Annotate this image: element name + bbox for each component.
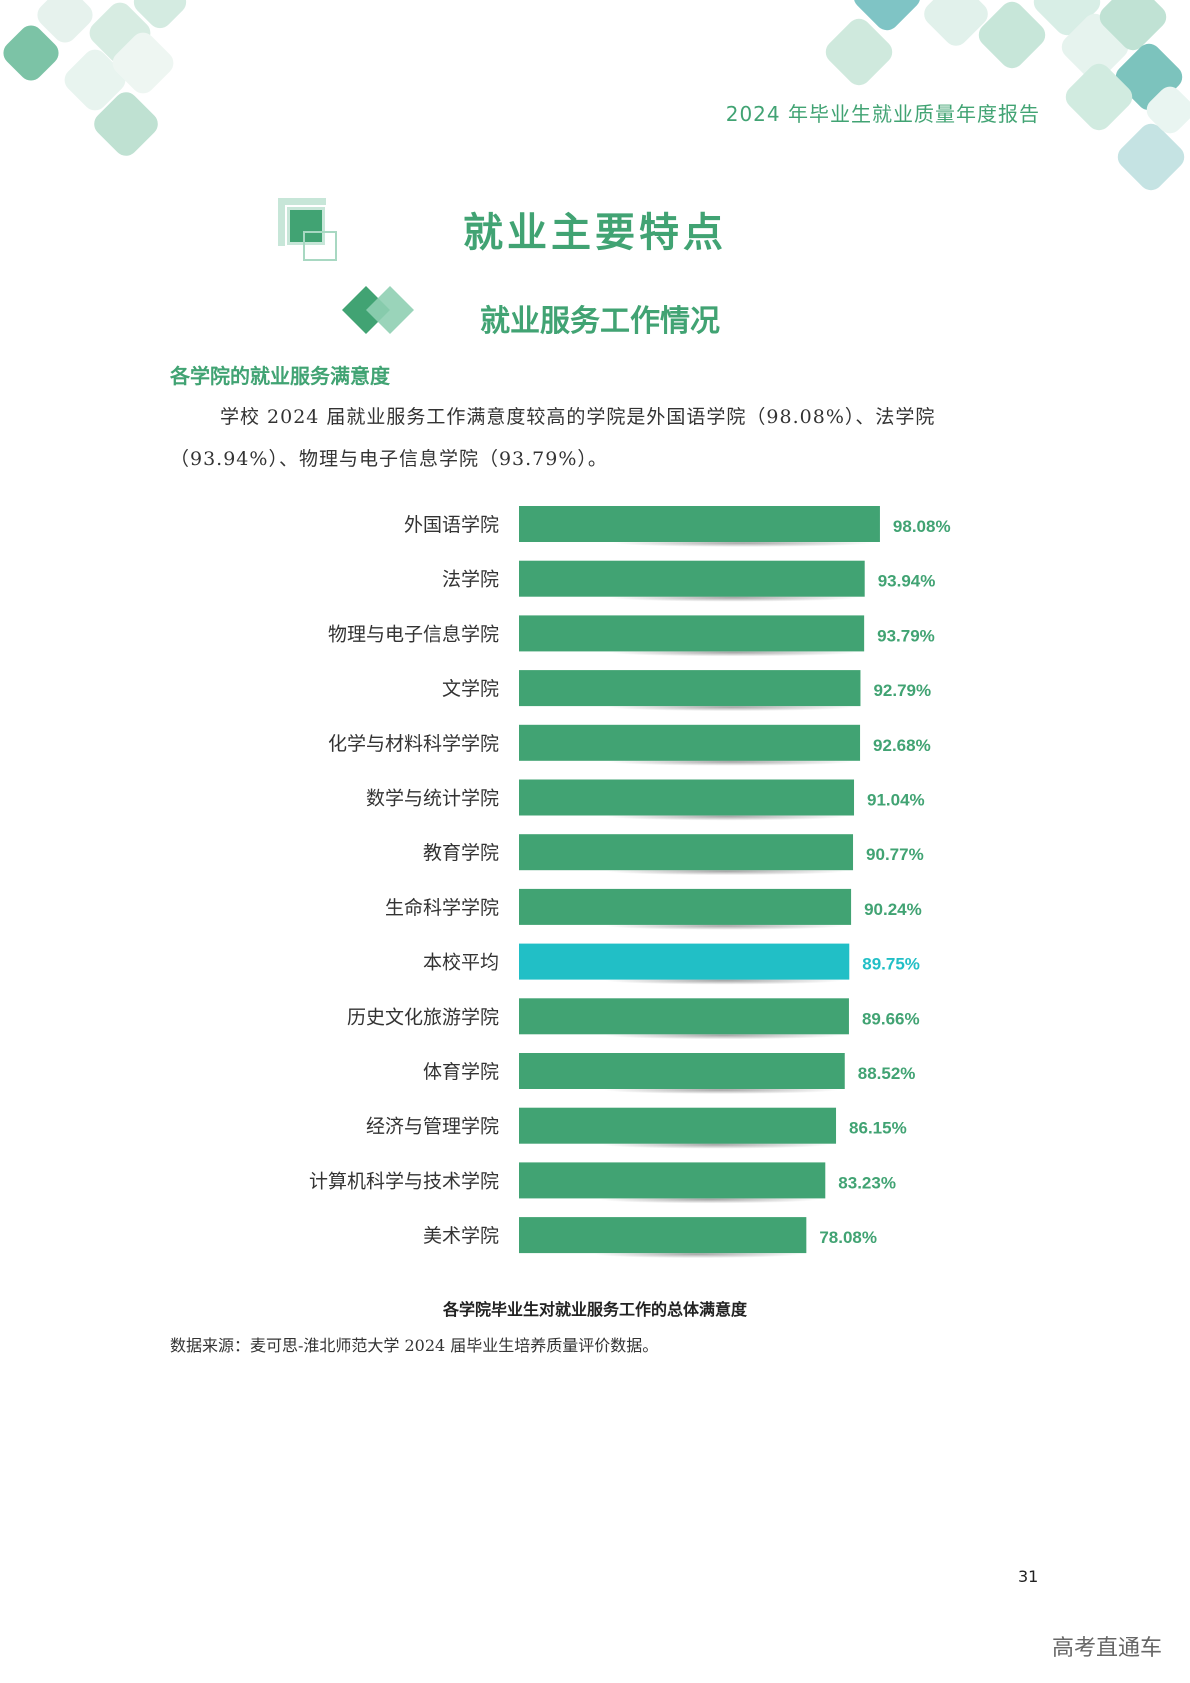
bar [519,670,861,707]
bar [519,1107,837,1144]
bar [519,615,865,652]
data-label: 90.77% [866,845,924,864]
category-label: 美术学院 [423,1225,499,1247]
data-label: 92.68% [873,736,931,755]
category-label: 生命科学学院 [385,897,499,919]
category-label: 计算机科学与技术学院 [309,1170,499,1192]
data-label: 91.04% [867,791,925,810]
summary-paragraph: 学校 2024 届就业服务工作满意度较高的学院是外国语学院（98.08%）、法学… [170,406,936,470]
data-label: 92.79% [873,681,931,700]
watermark-text: 高考直通车 [1051,1636,1162,1661]
data-source-note: 数据来源：麦可思-淮北师范大学 2024 届毕业生培养质量评价数据。 [170,1336,659,1355]
page-number: 31 [1018,1567,1039,1586]
category-label: 教育学院 [423,842,499,864]
category-label: 体育学院 [423,1061,499,1083]
category-label: 法学院 [442,569,499,591]
section-title-icon [278,198,337,261]
report-header-title: 2024 年毕业生就业质量年度报告 [725,102,1040,126]
category-label: 本校平均 [423,952,499,974]
data-label: 86.15% [849,1119,907,1138]
bar [519,779,855,816]
bar [519,834,854,871]
data-label: 89.66% [862,1009,920,1028]
bar [519,724,861,761]
bar [519,560,865,597]
diamond-icon [342,286,414,334]
bar [519,1217,807,1254]
data-label: 78.08% [819,1228,877,1247]
chart-caption: 各学院毕业生对就业服务工作的总体满意度 [442,1300,747,1319]
data-label: 93.79% [877,626,935,645]
data-label: 90.24% [864,900,922,919]
category-label: 经济与管理学院 [366,1116,499,1138]
section-title: 就业主要特点 [463,209,727,256]
category-label: 文学院 [442,678,499,700]
bar [519,1053,845,1089]
category-label: 历史文化旅游学院 [347,1006,499,1028]
category-label: 数学与统计学院 [366,788,499,810]
chart-heading: 各学院的就业服务满意度 [170,364,390,388]
bar [519,1162,826,1199]
category-label: 化学与材料科学学院 [328,733,499,755]
satisfaction-bar-chart: 外国语学院 98.08% 法学院 93.94% 物理与电子信息学院 93.79% 文学院 92… [309,506,951,1259]
bar [519,888,852,925]
category-label: 物理与电子信息学院 [328,623,499,645]
data-label: 83.23% [838,1173,896,1192]
data-label: 98.08% [893,517,951,536]
data-label: 89.75% [862,955,920,974]
subsection-title: 就业服务工作情况 [480,304,720,339]
bar [519,998,849,1035]
category-label: 外国语学院 [404,514,499,536]
bar [519,506,880,542]
bar [519,943,850,980]
data-label: 93.94% [878,572,936,591]
data-label: 88.52% [858,1064,916,1083]
